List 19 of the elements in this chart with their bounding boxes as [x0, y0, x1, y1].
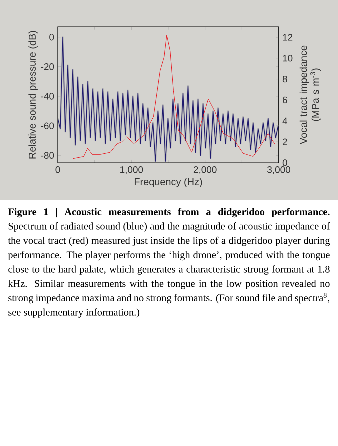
- y-tick-label: -40: [41, 93, 54, 100]
- y2-tick-label: 2: [282, 138, 288, 146]
- y2-tick-label: 8: [282, 76, 288, 83]
- x-tick-label: 1,000: [120, 166, 144, 174]
- y-tick-label: 0: [50, 34, 54, 41]
- x-tick-label: 3,000: [268, 166, 290, 174]
- y2-tick-label: 0: [282, 160, 288, 166]
- y-tick-label: -80: [41, 152, 54, 159]
- y-axis-title: Relative sound pressure (dB): [28, 31, 38, 159]
- x-tick-label: 0: [56, 166, 60, 174]
- y-tick-label: -20: [41, 64, 54, 70]
- y2-tick-label: 4: [282, 118, 288, 124]
- y2-tick-label: 12: [283, 34, 293, 41]
- x-tick-label: 2,000: [194, 166, 217, 174]
- text: Figure 1 | Acoustic measurements from a didgeridoo performance. Spectrum of radiated sound (blue) and the magnitude of acoustic impedance of the vocal tract (red) measured just inside the lips of a didgeridoo player during performance. The player performs the ‘high drone’, produced with the tongue close to the hard palate, which generates a characteristic strong formant at 1.8 kHz. Similar measurements with the tongue in the low position revealed no strong impedance maxima and no strong formants. (For sound file and spectra$^{8}$, see supplementary information.): [8, 208, 330, 318]
- x-axis-title: Frequency (Hz): [134, 178, 202, 188]
- y2-tick-label: 10: [283, 55, 293, 62]
- y-tick-label: -60: [41, 122, 54, 130]
- y2-tick-label: 6: [283, 96, 288, 104]
